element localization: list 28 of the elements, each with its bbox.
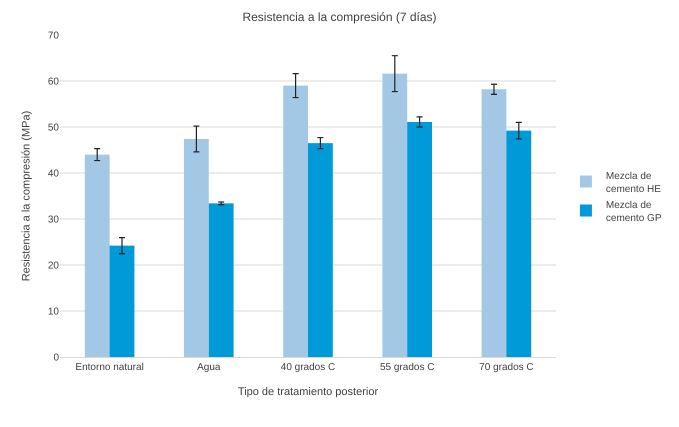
y-tick-label: 50 [48,122,60,134]
y-tick-label: 0 [53,352,60,364]
legend-label: Mezcla de cemento HE [606,170,662,195]
y-axis-title: Resistencia a la compresión (MPa) [20,110,33,282]
x-tick-label: 55 grados C [380,362,434,373]
bar [208,203,234,357]
bar [506,130,532,357]
x-tick-label: Agua [197,362,221,373]
bar [283,86,308,357]
x-tick-label: 70 grados C [479,362,534,373]
bar [84,154,110,357]
bar [184,138,209,357]
bar [110,246,134,357]
y-tick-label: 70 [48,30,60,42]
chart-title: Resistencia a la compresión (7 días) [242,10,437,24]
bar [482,89,506,357]
bar [308,143,333,357]
bar [407,122,432,357]
legend-label: Mezcla de cemento GP [606,200,662,224]
x-axis-title: Tipo de tratamiento posterior [238,386,378,398]
bar [382,74,408,357]
y-tick-label: 20 [48,260,60,272]
y-tick-label: 60 [48,76,60,88]
y-tick-label: 10 [48,306,60,318]
y-tick-label: 40 [48,168,60,180]
x-tick-label: 40 grados C [280,362,336,373]
x-tick-label: Entorno natural [75,362,144,373]
y-tick-label: 30 [48,214,60,226]
